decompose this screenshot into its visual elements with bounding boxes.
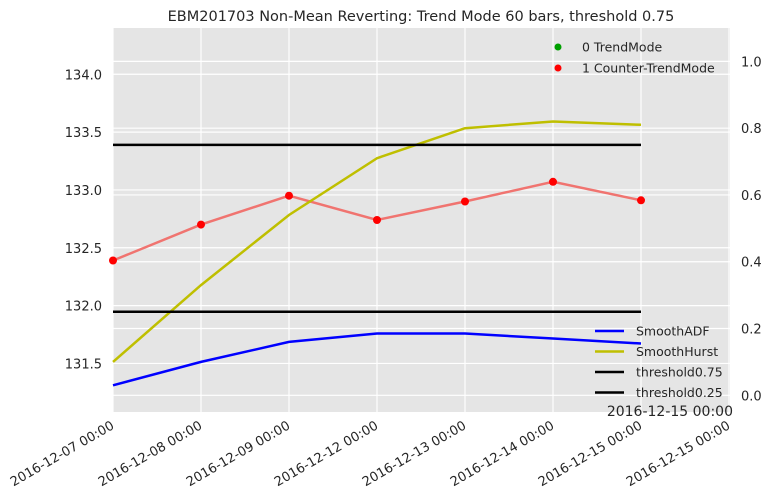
y-right-tick-label: 1.0	[741, 55, 762, 70]
legend-label: SmoothHurst	[636, 344, 718, 359]
y-right-tick-label: 0.8	[741, 122, 762, 137]
series-line-smoothadf	[112, 332, 642, 387]
y-left-tick-label: 131.5	[65, 357, 102, 372]
grid-lines	[112, 28, 730, 412]
data-point-marker	[373, 216, 381, 224]
y-right-tick-label: 0.0	[741, 389, 762, 404]
chart-title: EBM201703 Non-Mean Reverting: Trend Mode…	[168, 9, 675, 25]
data-point-marker	[637, 196, 645, 205]
data-point-marker	[197, 220, 205, 229]
y-left-tick-label: 132.0	[65, 300, 102, 315]
legend-marker	[554, 43, 562, 51]
y-left-tick-label: 132.5	[65, 242, 102, 257]
y-axis-right: 0.0 0.2 0.4 0.6 0.8 1.0	[741, 55, 762, 404]
y-right-tick-label: 0.4	[741, 256, 762, 271]
legend-bottom: SmoothADF SmoothHurst threshold0.75 thresho…	[595, 324, 723, 400]
y-axis-left: 131.5 132.0 132.5 133.0 133.5 134.0	[65, 68, 102, 372]
legend-label: threshold0.25	[636, 385, 723, 400]
data-point-marker	[285, 191, 293, 200]
series-line-smoothhurst	[112, 120, 642, 363]
legend-label: SmoothADF	[636, 324, 710, 339]
data-point-marker	[109, 256, 117, 265]
y-left-tick-label: 133.0	[65, 184, 102, 199]
legend-label: 1 Counter-TrendMode	[582, 61, 715, 76]
series-layer	[109, 120, 645, 387]
legend-top: 0 TrendMode 1 Counter-TrendMode	[554, 40, 715, 76]
legend-marker	[554, 64, 562, 72]
data-point-marker	[549, 177, 557, 186]
legend-label: 0 TrendMode	[582, 40, 663, 55]
y-right-tick-label: 0.2	[741, 323, 762, 338]
y-left-tick-label: 133.5	[65, 126, 102, 141]
y-left-tick-label: 134.0	[65, 68, 102, 83]
x-axis-offset-label: 2016-12-15 00:00	[607, 404, 733, 420]
data-point-marker	[461, 197, 469, 206]
legend-label: threshold0.75	[636, 365, 723, 380]
y-right-tick-label: 0.6	[741, 189, 762, 204]
